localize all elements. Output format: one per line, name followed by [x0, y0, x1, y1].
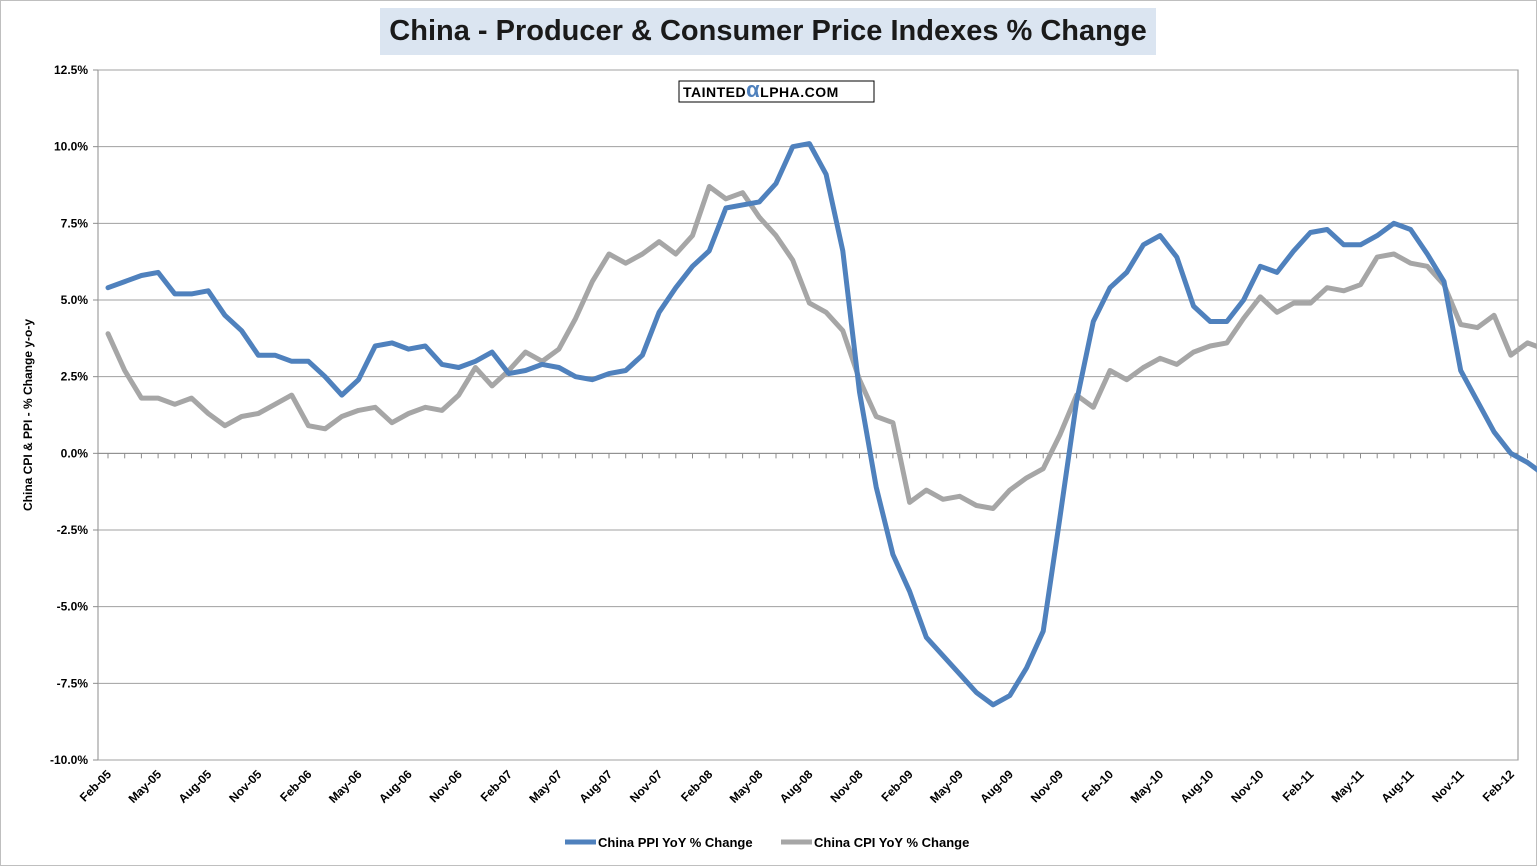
- legend: China PPI YoY % Change China CPI YoY % C…: [565, 835, 969, 850]
- x-tick-label: Feb-12: [1480, 767, 1517, 804]
- x-axis-ticks: Feb-05 May-05 Aug-05 Nov-05 Feb-06 May-06 Aug-…: [77, 767, 1517, 806]
- x-tick-label: Aug-05: [176, 767, 215, 806]
- x-tick-label: Nov-06: [427, 767, 465, 805]
- series-line-ppi: [105, 141, 1537, 708]
- chart-title: China - Producer & Consumer Price Indexe…: [389, 15, 1147, 47]
- x-tick-label: Aug-08: [777, 767, 816, 806]
- x-tick-label: May-05: [126, 767, 165, 806]
- x-tick-label: Nov-11: [1429, 767, 1467, 805]
- legend-label-cpi: China CPI YoY % Change: [814, 835, 969, 850]
- y-tick-label: -5.0%: [57, 600, 89, 614]
- x-tick-label: Nov-10: [1228, 767, 1266, 805]
- y-tick-label: 0.0%: [61, 446, 89, 460]
- y-tick-label: 7.5%: [61, 216, 89, 230]
- x-tick-label: May-08: [727, 767, 766, 806]
- x-tick-label: May-07: [526, 767, 565, 806]
- x-tick-label: Aug-11: [1379, 767, 1417, 805]
- watermark-suffix: LPHA.COM: [760, 84, 839, 100]
- x-tick-label: Feb-07: [478, 767, 515, 804]
- y-tick-label: 2.5%: [61, 370, 89, 384]
- x-axis: [98, 452, 1528, 459]
- x-tick-label: Feb-11: [1280, 767, 1317, 804]
- y-tick-label: 10.0%: [54, 140, 88, 154]
- plot-area: [97, 69, 1519, 761]
- x-tick-label: Nov-07: [627, 767, 665, 805]
- alpha-logo-glyph: α: [746, 77, 760, 102]
- x-tick-label: Aug-07: [576, 767, 615, 806]
- watermark-text: TAINTEDαLPHA.COM: [683, 77, 839, 102]
- watermark-prefix: TAINTED: [683, 84, 746, 100]
- gridlines: [97, 69, 1519, 761]
- watermark-box: [678, 80, 875, 103]
- x-tick-label: Feb-06: [277, 767, 314, 804]
- y-tick-label: -7.5%: [57, 676, 89, 690]
- y-tick-label: -2.5%: [57, 523, 89, 537]
- x-tick-label: May-11: [1328, 767, 1366, 805]
- x-tick-label: Feb-09: [878, 767, 915, 804]
- x-tick-label: Aug-06: [376, 767, 415, 806]
- x-tick-label: Feb-10: [1079, 767, 1116, 804]
- y-axis-ticks: 12.5% 10.0% 7.5% 5.0% 2.5% 0.0% -2.5% -5.0% -7.5…: [50, 63, 98, 767]
- x-tick-label: Aug-09: [977, 767, 1016, 806]
- x-tick-label: May-10: [1128, 767, 1167, 806]
- x-tick-label: Nov-08: [827, 767, 865, 805]
- x-tick-label: May-06: [326, 767, 365, 806]
- y-tick-label: 12.5%: [54, 63, 88, 77]
- watermark: TAINTEDαLPHA.COM: [678, 77, 875, 103]
- x-tick-label: Nov-09: [1028, 767, 1066, 805]
- chart-title-box: China - Producer & Consumer Price Indexe…: [380, 8, 1156, 55]
- x-tick-label: Aug-10: [1178, 767, 1217, 806]
- series-line-cpi: [105, 184, 1537, 511]
- y-tick-label: -10.0%: [50, 753, 88, 767]
- y-axis-label: China CPI & PPI - % Change y-o-y: [21, 319, 35, 511]
- x-tick-label: Feb-05: [77, 767, 114, 804]
- x-tick-label: May-09: [927, 767, 966, 806]
- y-tick-label: 5.0%: [61, 293, 89, 307]
- legend-label-ppi: China PPI YoY % Change: [598, 835, 753, 850]
- x-tick-label: Feb-08: [678, 767, 715, 804]
- x-tick-label: Nov-05: [226, 767, 264, 805]
- series-lines: [105, 141, 1537, 708]
